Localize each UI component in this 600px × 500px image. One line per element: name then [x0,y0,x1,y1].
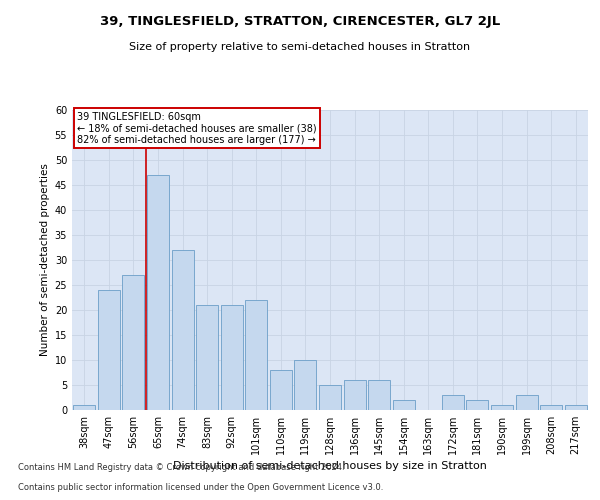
Bar [73,405,95,410]
Bar [319,385,341,410]
Bar [442,395,464,410]
Bar [295,360,316,410]
Text: Contains HM Land Registry data © Crown copyright and database right 2024.: Contains HM Land Registry data © Crown c… [18,464,344,472]
Bar [196,305,218,410]
Bar [392,400,415,410]
Bar [515,395,538,410]
Bar [491,405,513,410]
Bar [122,275,145,410]
Bar [270,370,292,410]
Bar [245,300,268,410]
Bar [368,380,390,410]
Bar [172,250,194,410]
Bar [98,290,120,410]
Bar [344,380,365,410]
Text: Contains public sector information licensed under the Open Government Licence v3: Contains public sector information licen… [18,484,383,492]
Bar [466,400,488,410]
X-axis label: Distribution of semi-detached houses by size in Stratton: Distribution of semi-detached houses by … [173,461,487,471]
Bar [565,405,587,410]
Y-axis label: Number of semi-detached properties: Number of semi-detached properties [40,164,50,356]
Text: Size of property relative to semi-detached houses in Stratton: Size of property relative to semi-detach… [130,42,470,52]
Bar [221,305,243,410]
Bar [540,405,562,410]
Bar [147,175,169,410]
Text: 39, TINGLESFIELD, STRATTON, CIRENCESTER, GL7 2JL: 39, TINGLESFIELD, STRATTON, CIRENCESTER,… [100,15,500,28]
Text: 39 TINGLESFIELD: 60sqm
← 18% of semi-detached houses are smaller (38)
82% of sem: 39 TINGLESFIELD: 60sqm ← 18% of semi-det… [77,112,317,144]
